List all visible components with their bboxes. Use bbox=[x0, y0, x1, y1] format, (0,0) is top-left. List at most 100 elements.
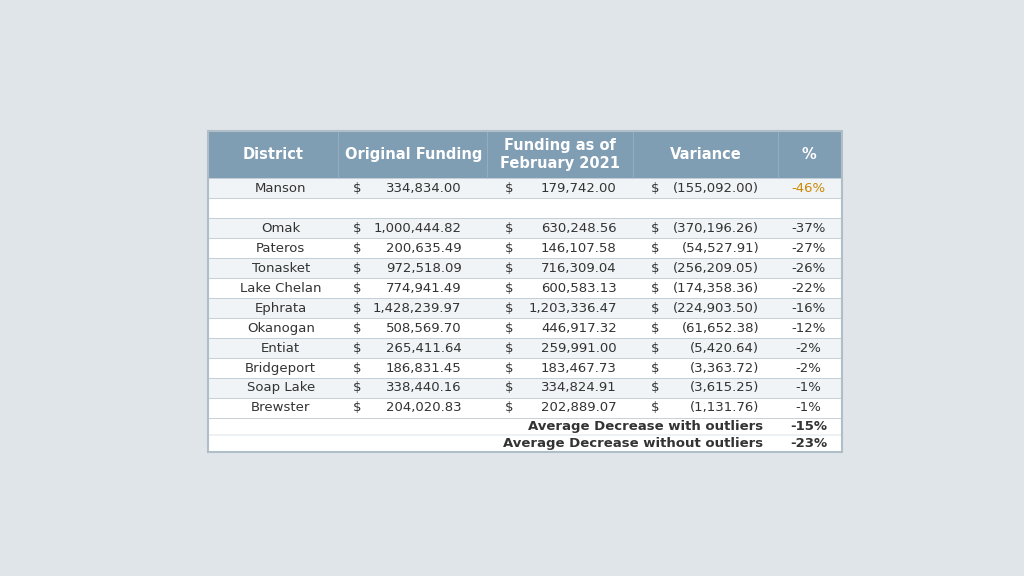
Text: -22%: -22% bbox=[792, 282, 826, 295]
Text: 265,411.64: 265,411.64 bbox=[386, 342, 462, 355]
Text: -2%: -2% bbox=[796, 362, 821, 374]
Text: Funding as of
February 2021: Funding as of February 2021 bbox=[500, 138, 620, 172]
Text: 716,309.04: 716,309.04 bbox=[541, 262, 616, 275]
Text: 259,991.00: 259,991.00 bbox=[541, 342, 616, 355]
Text: -2%: -2% bbox=[796, 342, 821, 355]
Text: -1%: -1% bbox=[796, 381, 821, 395]
Text: (370,196.26): (370,196.26) bbox=[674, 222, 760, 235]
Text: Pateros: Pateros bbox=[256, 242, 305, 255]
Text: (174,358.36): (174,358.36) bbox=[673, 282, 760, 295]
Text: $: $ bbox=[650, 262, 659, 275]
Text: -37%: -37% bbox=[792, 222, 826, 235]
Text: $: $ bbox=[352, 321, 361, 335]
Bar bbox=[208, 258, 842, 278]
Text: 334,824.91: 334,824.91 bbox=[541, 381, 616, 395]
Text: $: $ bbox=[352, 242, 361, 255]
Text: 202,889.07: 202,889.07 bbox=[541, 401, 616, 415]
Text: Okanogan: Okanogan bbox=[247, 321, 314, 335]
Text: $: $ bbox=[650, 302, 659, 314]
Text: $: $ bbox=[505, 262, 513, 275]
Text: $: $ bbox=[352, 401, 361, 415]
Text: $: $ bbox=[505, 282, 513, 295]
Text: $: $ bbox=[505, 381, 513, 395]
Text: $: $ bbox=[650, 342, 659, 355]
Bar bbox=[208, 131, 842, 452]
Text: Manson: Manson bbox=[255, 182, 306, 195]
Text: Variance: Variance bbox=[670, 147, 741, 162]
Text: $: $ bbox=[352, 381, 361, 395]
Text: -27%: -27% bbox=[792, 242, 826, 255]
Text: $: $ bbox=[650, 182, 659, 195]
Text: -46%: -46% bbox=[792, 182, 826, 195]
Text: 338,440.16: 338,440.16 bbox=[386, 381, 462, 395]
Text: 186,831.45: 186,831.45 bbox=[386, 362, 462, 374]
Text: $: $ bbox=[505, 302, 513, 314]
Bar bbox=[208, 179, 842, 198]
Text: %: % bbox=[802, 147, 816, 162]
Text: $: $ bbox=[352, 222, 361, 235]
Text: (256,209.05): (256,209.05) bbox=[674, 262, 760, 275]
Bar bbox=[208, 398, 842, 418]
Bar bbox=[208, 338, 842, 358]
Text: $: $ bbox=[505, 321, 513, 335]
Text: $: $ bbox=[650, 242, 659, 255]
Text: 600,583.13: 600,583.13 bbox=[541, 282, 616, 295]
Text: $: $ bbox=[505, 362, 513, 374]
Text: 179,742.00: 179,742.00 bbox=[541, 182, 616, 195]
Text: $: $ bbox=[352, 282, 361, 295]
Text: $: $ bbox=[650, 282, 659, 295]
Text: Soap Lake: Soap Lake bbox=[247, 381, 314, 395]
Text: 1,203,336.47: 1,203,336.47 bbox=[528, 302, 616, 314]
Text: 146,107.58: 146,107.58 bbox=[541, 242, 616, 255]
Text: Ephrata: Ephrata bbox=[255, 302, 307, 314]
Text: Entiat: Entiat bbox=[261, 342, 300, 355]
Text: 200,635.49: 200,635.49 bbox=[386, 242, 462, 255]
Text: -15%: -15% bbox=[791, 420, 827, 433]
Text: 183,467.73: 183,467.73 bbox=[541, 362, 616, 374]
Text: $: $ bbox=[352, 182, 361, 195]
Text: $: $ bbox=[650, 222, 659, 235]
Bar bbox=[208, 218, 842, 238]
Text: $: $ bbox=[505, 342, 513, 355]
Text: $: $ bbox=[650, 362, 659, 374]
Text: $: $ bbox=[650, 321, 659, 335]
Text: $: $ bbox=[505, 401, 513, 415]
Text: $: $ bbox=[505, 182, 513, 195]
Text: $: $ bbox=[650, 381, 659, 395]
Text: 446,917.32: 446,917.32 bbox=[541, 321, 616, 335]
Text: Average Decrease without outliers: Average Decrease without outliers bbox=[503, 437, 763, 450]
Text: (224,903.50): (224,903.50) bbox=[674, 302, 760, 314]
Text: $: $ bbox=[352, 262, 361, 275]
Text: 630,248.56: 630,248.56 bbox=[541, 222, 616, 235]
Text: 1,000,444.82: 1,000,444.82 bbox=[374, 222, 462, 235]
Text: Original Funding: Original Funding bbox=[345, 147, 482, 162]
Text: -12%: -12% bbox=[792, 321, 826, 335]
Bar bbox=[208, 318, 842, 338]
Text: $: $ bbox=[352, 302, 361, 314]
Text: (1,131.76): (1,131.76) bbox=[690, 401, 760, 415]
Bar bbox=[208, 131, 842, 452]
Text: (61,652.38): (61,652.38) bbox=[682, 321, 760, 335]
Bar bbox=[208, 378, 842, 398]
Text: $: $ bbox=[650, 401, 659, 415]
Text: 508,569.70: 508,569.70 bbox=[386, 321, 462, 335]
Text: $: $ bbox=[505, 222, 513, 235]
Text: -1%: -1% bbox=[796, 401, 821, 415]
Bar bbox=[208, 358, 842, 378]
Text: -26%: -26% bbox=[792, 262, 826, 275]
Text: 972,518.09: 972,518.09 bbox=[386, 262, 462, 275]
Text: (54,527.91): (54,527.91) bbox=[682, 242, 760, 255]
Text: Average Decrease with outliers: Average Decrease with outliers bbox=[528, 420, 763, 433]
Text: -23%: -23% bbox=[791, 437, 827, 450]
Text: $: $ bbox=[352, 362, 361, 374]
Text: (3,363.72): (3,363.72) bbox=[690, 362, 760, 374]
Text: 334,834.00: 334,834.00 bbox=[386, 182, 462, 195]
Text: Lake Chelan: Lake Chelan bbox=[240, 282, 322, 295]
Text: 1,428,239.97: 1,428,239.97 bbox=[373, 302, 462, 314]
Bar bbox=[208, 298, 842, 318]
Text: Brewster: Brewster bbox=[251, 401, 310, 415]
Bar bbox=[208, 238, 842, 258]
Text: (3,615.25): (3,615.25) bbox=[690, 381, 760, 395]
Bar bbox=[208, 278, 842, 298]
Text: 204,020.83: 204,020.83 bbox=[386, 401, 462, 415]
